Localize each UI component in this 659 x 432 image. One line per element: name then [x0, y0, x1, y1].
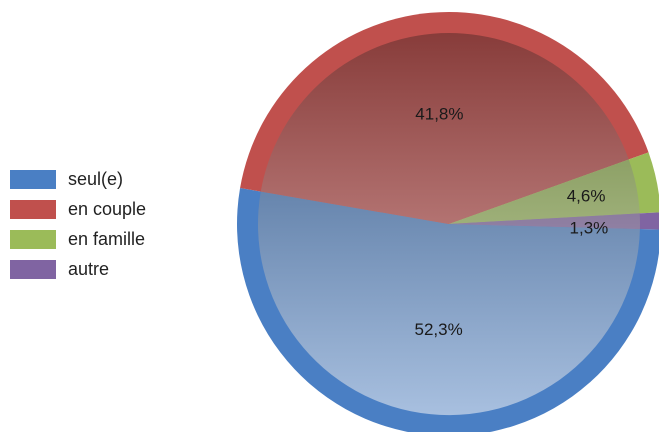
pie-slice-seul-e: [257, 191, 640, 416]
pie-label-seul-e: 52,3%: [414, 320, 462, 339]
legend-swatch-en-famille: [10, 229, 56, 249]
pie-label-autre: 1,3%: [570, 218, 609, 237]
legend-swatch-autre: [10, 259, 56, 279]
legend-swatch-en-couple: [10, 199, 56, 219]
legend-item-autre: autre: [10, 254, 146, 284]
legend: seul(e) en couple en famille autre: [10, 164, 146, 284]
pie-slice-en-couple: [260, 33, 629, 224]
legend-label-en-couple: en couple: [68, 198, 147, 219]
legend-label-en-famille: en famille: [68, 228, 146, 249]
legend-item-seul: seul(e): [10, 164, 146, 194]
legend-item-en-couple: en couple: [10, 194, 146, 224]
legend-label-seul: seul(e): [68, 168, 124, 189]
legend-item-en-famille: en famille: [10, 224, 146, 254]
pie-slice-autre: [449, 213, 640, 229]
pie-label-en-famille: 4,6%: [567, 187, 606, 206]
legend-label-autre: autre: [68, 258, 110, 279]
legend-swatch-seul: [10, 169, 56, 189]
pie-label-en-couple: 41,8%: [415, 105, 463, 124]
pie-slice-en-famille: [449, 159, 640, 224]
